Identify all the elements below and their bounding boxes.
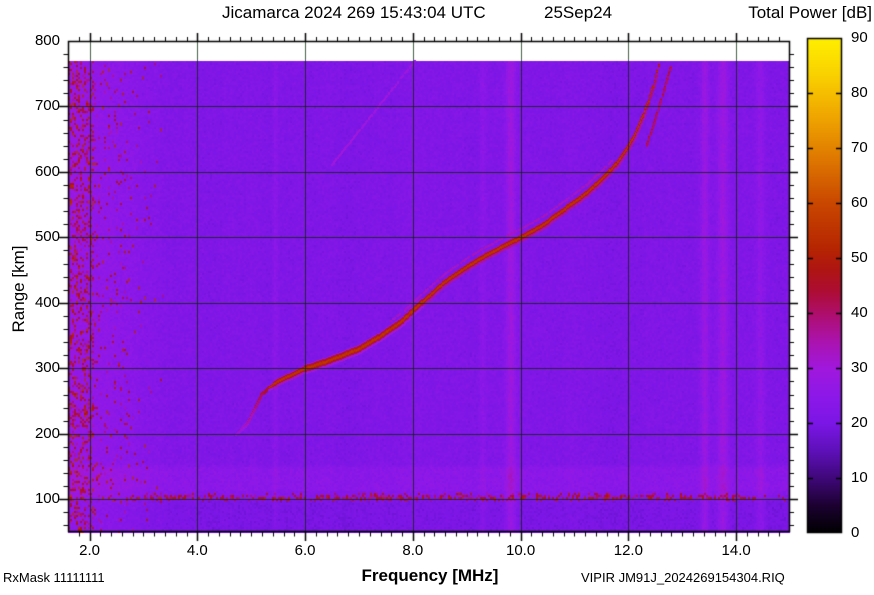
x-axis-label: Frequency [MHz]	[361, 566, 499, 585]
rx-mask-label: RxMask 11111111	[3, 570, 105, 585]
x-tick-label: 12.0	[613, 542, 643, 559]
x-tick-label: 4.0	[186, 542, 208, 559]
colorbar-tick-label: 50	[851, 249, 868, 266]
x-tick-label: 8.0	[402, 542, 424, 559]
x-tick-label: 6.0	[294, 542, 316, 559]
colorbar-tick-label: 0	[851, 524, 860, 541]
colorbar-tick-label: 80	[851, 84, 868, 101]
colorbar-tick-label: 90	[851, 29, 868, 46]
colorbar-title: Total Power [dB]	[748, 3, 872, 22]
y-tick-label: 700	[34, 97, 60, 115]
y-tick-label: 400	[34, 293, 60, 311]
colorbar-tick-label: 10	[851, 469, 868, 486]
y-tick-label: 600	[34, 162, 60, 180]
plot-date: 25Sep24	[544, 3, 613, 22]
colorbar-tick-label: 70	[851, 139, 868, 156]
x-tick-label: 10.0	[505, 542, 536, 559]
colorbar-tick-label: 40	[851, 304, 868, 321]
colorbar-tick-label: 20	[851, 414, 868, 431]
colorbar-tick-label: 60	[851, 194, 868, 211]
y-tick-label: 300	[34, 359, 60, 377]
file-id-label: VIPIR JM91J_2024269154304.RIQ	[581, 570, 785, 585]
y-tick-label: 500	[34, 228, 60, 246]
plot-title: Jicamarca 2024 269 15:43:04 UTC	[222, 3, 486, 22]
y-axis-label: Range [km]	[9, 245, 28, 333]
y-tick-label: 100	[34, 490, 60, 508]
y-tick-label: 200	[34, 424, 60, 442]
x-tick-label: 14.0	[721, 542, 751, 559]
y-tick-label: 800	[34, 32, 60, 49]
colorbar-tick-label: 30	[851, 359, 868, 376]
x-tick-label: 2.0	[79, 542, 100, 559]
